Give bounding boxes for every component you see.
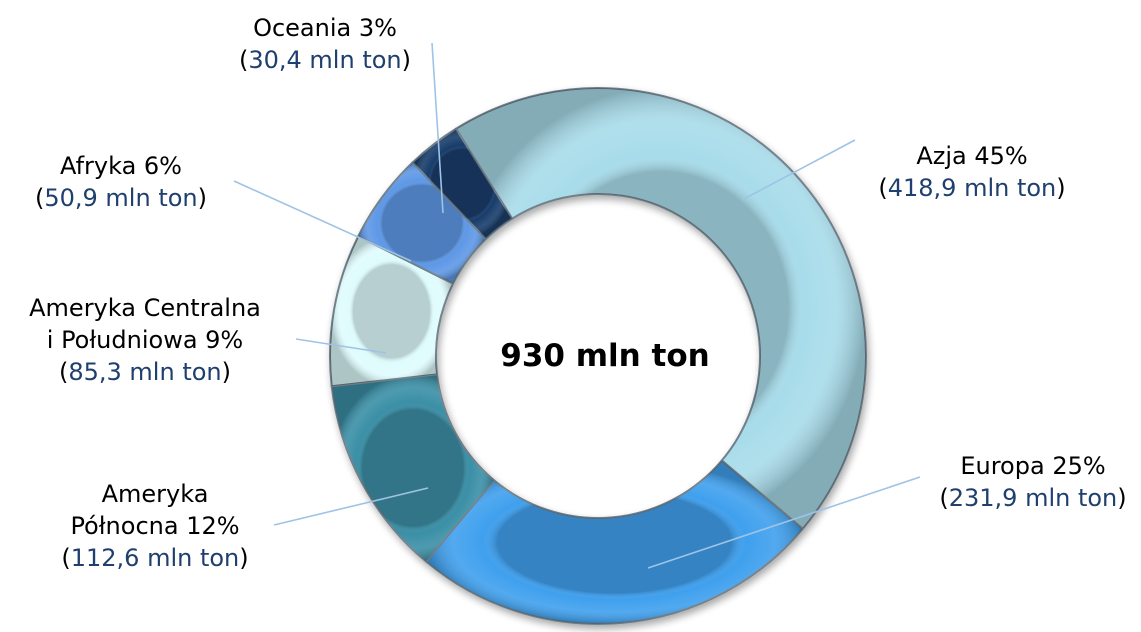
leader-line [741,139,856,201]
slice-label: Ameryka Centralna i Południowa 9% (85,3 ml… [2,292,288,388]
slice-label-name: Azja 45% [916,142,1028,170]
slice-value-line: (112,6 mln ton) [61,544,249,572]
slice-value-line: (231,9 mln ton) [939,484,1127,512]
slice-azja [454,87,867,531]
slice-value: 30,4 mln ton [248,46,402,74]
center-total-label: 930 mln ton [500,338,710,374]
slice-value-line: (30,4 mln ton) [238,46,411,74]
slice-value: 112,6 mln ton [70,544,240,572]
slice-label: Afryka 6% (50,9 mln ton) [10,150,232,214]
slice-label-name: Oceania 3% [253,14,397,42]
slice-value: 418,9 mln ton [887,174,1057,202]
slice-value: 231,9 mln ton [948,484,1118,512]
leader-line [431,42,444,214]
slice-value: 85,3 mln ton [68,358,222,386]
slice-label: Oceania 3% (30,4 mln ton) [212,12,438,76]
slice-value: 50,9 mln ton [44,184,198,212]
slice-label-name: Ameryka Centralna [29,294,261,322]
slice-label-name: Północna 12% [70,512,240,540]
leader-line [233,180,412,262]
slice-label-name: Afryka 6% [60,152,182,180]
slice-label-name: Europa 25% [960,452,1106,480]
leader-line [295,338,387,354]
leader-line [273,487,429,526]
slice-value-line: (50,9 mln ton) [34,184,207,212]
slice-label: Ameryka Północna 12% (112,6 mln ton) [26,478,284,574]
slice-label-name: i Południowa 9% [46,326,244,354]
slice-value-line: (85,3 mln ton) [58,358,231,386]
leader-line [647,476,921,569]
slice-label-name: Ameryka [101,480,209,508]
slice-value-line: (418,9 mln ton) [878,174,1066,202]
slice-label: Azja 45% (418,9 mln ton) [852,140,1092,204]
slice-label: Europa 25% (231,9 mln ton) [920,450,1141,514]
leader-lines [233,42,921,569]
